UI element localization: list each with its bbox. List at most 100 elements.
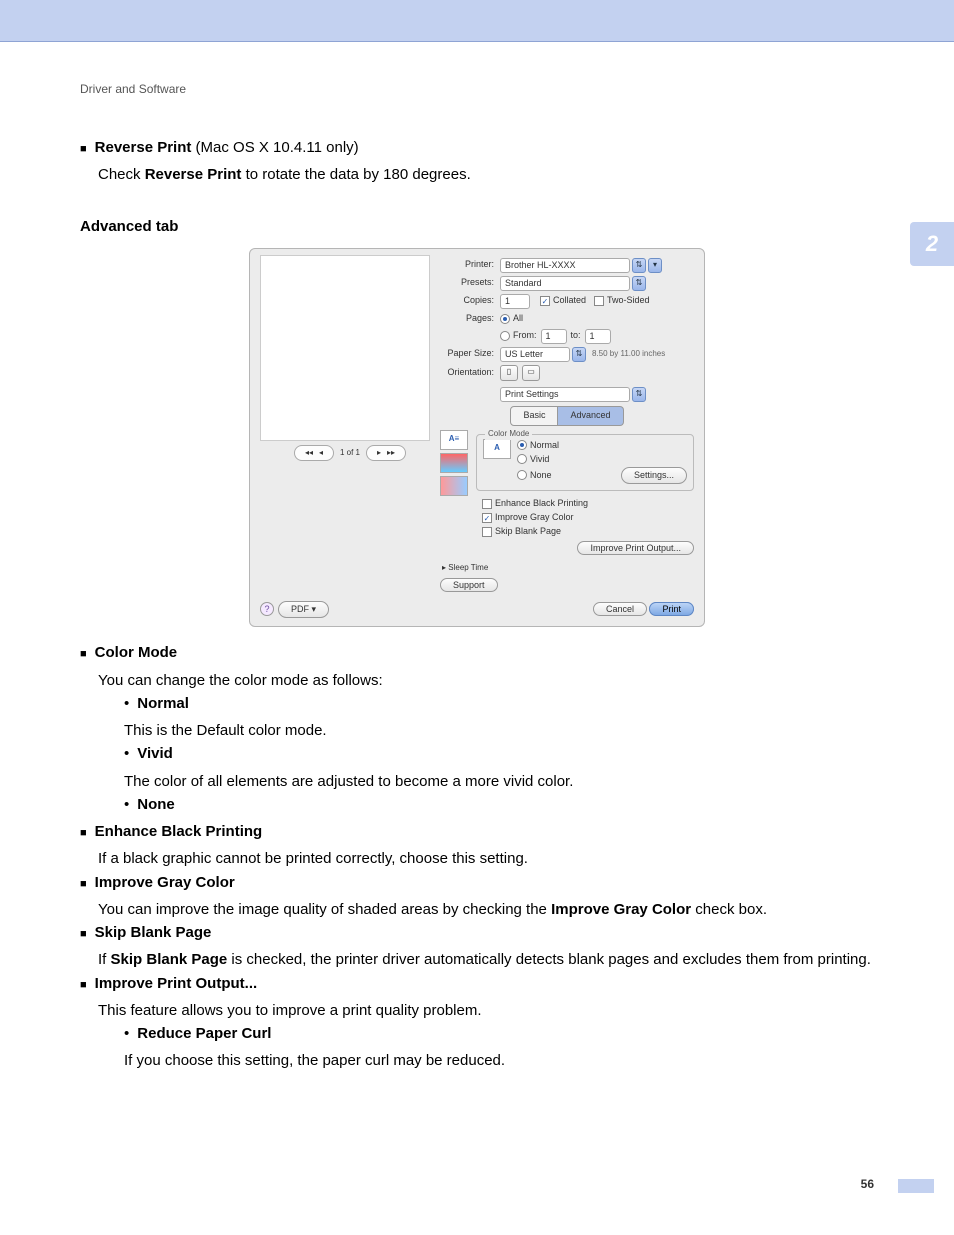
- tab-advanced[interactable]: Advanced: [558, 406, 623, 426]
- breadcrumb: Driver and Software: [80, 82, 954, 96]
- enhance-black-checkbox[interactable]: [482, 499, 492, 509]
- improve-output-button[interactable]: Improve Print Output...: [577, 541, 694, 555]
- top-bar: [0, 0, 954, 42]
- twosided-label: Two-Sided: [607, 295, 650, 305]
- papersize-label: Paper Size:: [440, 347, 494, 361]
- papersize-stepper-icon[interactable]: ⇅: [572, 347, 586, 362]
- none-heading: None: [137, 793, 175, 816]
- skip-blank-label: Skip Blank Page: [495, 526, 561, 536]
- section-select[interactable]: Print Settings: [500, 387, 630, 402]
- presets-stepper-icon[interactable]: ⇅: [632, 276, 646, 291]
- printer-arrow-icon[interactable]: ▾: [648, 258, 662, 273]
- pages-from-input[interactable]: 1: [541, 329, 567, 344]
- color-mode-desc: You can change the color mode as follows…: [98, 669, 874, 692]
- vivid-desc: The color of all elements are adjusted t…: [124, 770, 874, 793]
- orientation-portrait-icon[interactable]: ▯: [500, 365, 518, 381]
- improve-gray-label: Improve Gray Color: [495, 512, 574, 522]
- improve-gray-heading: Improve Gray Color: [95, 871, 235, 894]
- settings-button[interactable]: Settings...: [621, 467, 687, 485]
- bullet-icon: •: [124, 692, 129, 715]
- bullet-icon: •: [124, 793, 129, 816]
- printer-label: Printer:: [440, 258, 494, 272]
- help-icon[interactable]: ?: [260, 602, 274, 616]
- presets-label: Presets:: [440, 276, 494, 290]
- sleep-time-label[interactable]: Sleep Time: [448, 563, 488, 572]
- main-content: ■ Reverse Print (Mac OS X 10.4.11 only) …: [80, 136, 874, 1073]
- skip-blank-desc-pre: If: [98, 951, 111, 968]
- reverse-print-desc-pre: Check: [98, 166, 145, 183]
- print-button[interactable]: Print: [649, 602, 694, 616]
- colormode-preview-icon: A: [483, 439, 511, 459]
- bullet-icon: •: [124, 742, 129, 765]
- bullet-icon: ■: [80, 926, 87, 943]
- skip-blank-desc-post: is checked, the printer driver automatic…: [227, 951, 871, 968]
- skip-blank-checkbox[interactable]: [482, 527, 492, 537]
- collated-label: Collated: [553, 295, 586, 305]
- thumb-icon: [440, 453, 468, 473]
- enhance-black-heading: Enhance Black Printing: [95, 820, 263, 843]
- papersize-select[interactable]: US Letter: [500, 347, 570, 362]
- vivid-heading: Vivid: [137, 742, 173, 765]
- normal-desc: This is the Default color mode.: [124, 719, 874, 742]
- pdf-button[interactable]: PDF ▾: [278, 601, 329, 619]
- pages-all-label: All: [513, 312, 523, 326]
- improve-gray-desc-post: check box.: [691, 901, 767, 918]
- reduce-curl-desc: If you choose this setting, the paper cu…: [124, 1049, 874, 1072]
- reverse-print-heading: Reverse Print: [95, 139, 192, 156]
- bullet-icon: ■: [80, 141, 87, 158]
- pages-from-label: From:: [513, 329, 537, 343]
- orientation-landscape-icon[interactable]: ▭: [522, 365, 540, 381]
- colormode-normal-radio[interactable]: [517, 440, 527, 450]
- thumb-icon: A≡: [440, 430, 468, 450]
- collated-checkbox[interactable]: [540, 296, 550, 306]
- bullet-icon: •: [124, 1022, 129, 1045]
- improve-output-heading: Improve Print Output...: [95, 972, 258, 995]
- pages-label: Pages:: [440, 312, 494, 326]
- nav-page-indicator: 1 of 1: [340, 447, 360, 459]
- tab-basic[interactable]: Basic: [510, 406, 558, 426]
- colormode-none-radio[interactable]: [517, 470, 527, 480]
- papersize-dims: 8.50 by 11.00 inches: [592, 348, 665, 360]
- pages-to-input[interactable]: 1: [585, 329, 611, 344]
- cancel-button[interactable]: Cancel: [593, 602, 647, 616]
- skip-blank-heading: Skip Blank Page: [95, 921, 212, 944]
- reverse-print-suffix: (Mac OS X 10.4.11 only): [191, 139, 358, 156]
- section-stepper-icon[interactable]: ⇅: [632, 387, 646, 402]
- page-number: 56: [861, 1177, 874, 1191]
- print-dialog: ◂◂◂ 1 of 1 ▸▸▸ Printer:Brother HL-XXXX⇅▾…: [249, 248, 705, 628]
- pages-to-label: to:: [571, 329, 581, 343]
- improve-gray-desc-pre: You can improve the image quality of sha…: [98, 901, 551, 918]
- nav-fwd[interactable]: ▸▸▸: [366, 445, 406, 461]
- twosided-checkbox[interactable]: [594, 296, 604, 306]
- printer-stepper-icon[interactable]: ⇅: [632, 258, 646, 273]
- chapter-tab: 2: [910, 222, 954, 266]
- presets-select[interactable]: Standard: [500, 276, 630, 291]
- skip-blank-desc-bold: Skip Blank Page: [111, 951, 228, 968]
- nav-back[interactable]: ◂◂◂: [294, 445, 334, 461]
- colormode-none-label: None: [530, 470, 552, 480]
- bullet-icon: ■: [80, 646, 87, 663]
- pages-all-radio[interactable]: [500, 314, 510, 324]
- normal-heading: Normal: [137, 692, 189, 715]
- improve-gray-checkbox[interactable]: [482, 513, 492, 523]
- bullet-icon: ■: [80, 876, 87, 893]
- printer-select[interactable]: Brother HL-XXXX: [500, 258, 630, 273]
- reduce-curl-heading: Reduce Paper Curl: [137, 1022, 271, 1045]
- improve-output-desc: This feature allows you to improve a pri…: [98, 999, 874, 1022]
- copies-input[interactable]: 1: [500, 294, 530, 309]
- enhance-black-desc: If a black graphic cannot be printed cor…: [98, 847, 874, 870]
- advanced-tab-heading: Advanced tab: [80, 215, 874, 238]
- colormode-vivid-radio[interactable]: [517, 454, 527, 464]
- enhance-black-label: Enhance Black Printing: [495, 498, 588, 508]
- colormode-normal-label: Normal: [530, 440, 559, 450]
- pages-from-radio[interactable]: [500, 331, 510, 341]
- color-mode-heading: Color Mode: [95, 641, 178, 664]
- support-button[interactable]: Support: [440, 578, 498, 592]
- orientation-label: Orientation:: [440, 366, 494, 380]
- colormode-vivid-label: Vivid: [530, 454, 549, 464]
- reverse-print-desc-bold: Reverse Print: [145, 166, 242, 183]
- page-number-bar: [898, 1179, 934, 1193]
- reverse-print-desc-post: to rotate the data by 180 degrees.: [241, 166, 470, 183]
- colormode-group-label: Color Mode: [485, 428, 532, 440]
- bullet-icon: ■: [80, 977, 87, 994]
